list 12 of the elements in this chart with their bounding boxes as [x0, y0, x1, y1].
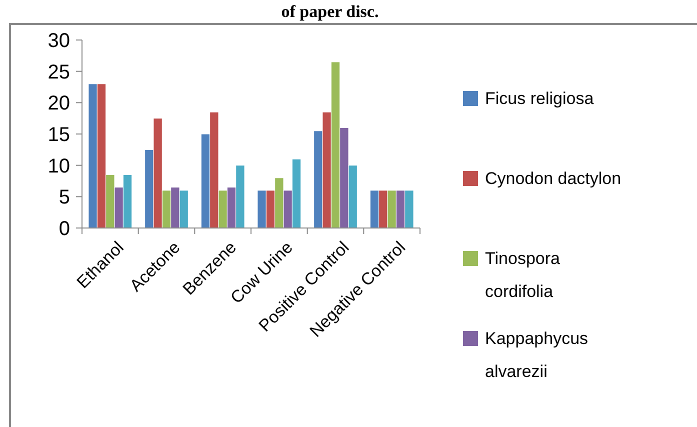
- y-tick-label: 30: [48, 30, 70, 52]
- y-tick-label: 25: [48, 61, 70, 84]
- legend-label: Kappaphycus alvarezii: [485, 328, 588, 381]
- y-tick-label: 5: [58, 186, 70, 209]
- legend-label: Ficus religiosa: [485, 88, 594, 108]
- legend-label: Cynodon dactylon: [485, 168, 622, 188]
- y-tick-label: 10: [48, 155, 70, 178]
- chart-title: of paper disc.: [281, 2, 379, 21]
- y-tick-label: 0: [58, 218, 70, 240]
- y-tick-label: 15: [48, 124, 70, 146]
- y-tick-label: 20: [48, 92, 70, 115]
- legend-label: Tinospora cordifolia: [485, 248, 561, 301]
